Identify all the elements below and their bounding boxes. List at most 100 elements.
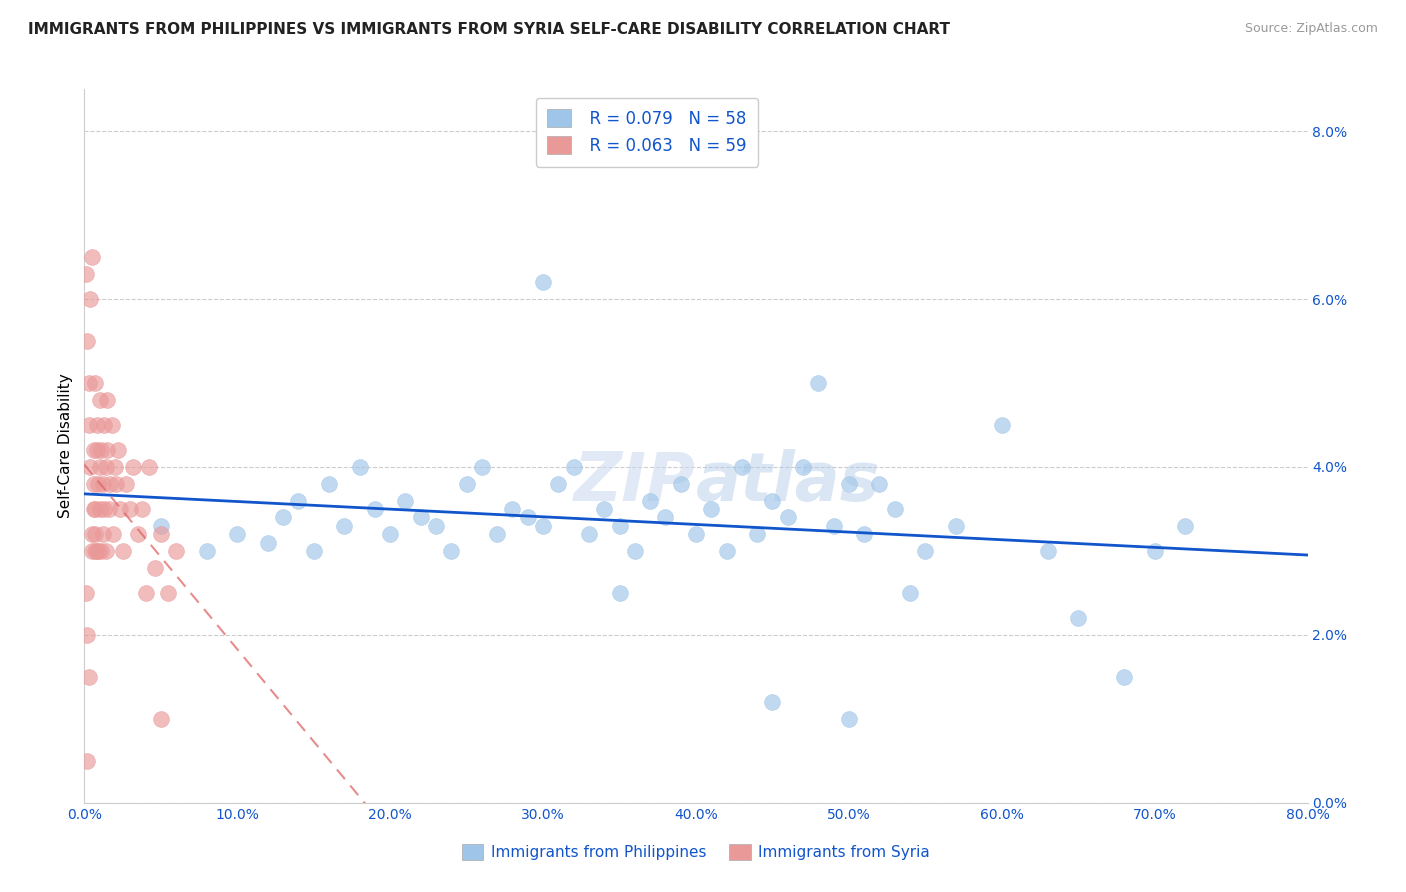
Text: IMMIGRANTS FROM PHILIPPINES VS IMMIGRANTS FROM SYRIA SELF-CARE DISABILITY CORREL: IMMIGRANTS FROM PHILIPPINES VS IMMIGRANT… [28, 22, 950, 37]
Point [101, 417, 124, 432]
Point [83, 443, 105, 458]
Point [83, 476, 105, 491]
Point [96, 392, 118, 407]
Point [440, 544, 463, 558]
Point [1143, 544, 1166, 558]
Point [349, 460, 371, 475]
Point [94, 460, 117, 475]
Point [76, 334, 98, 348]
Point [914, 544, 936, 558]
Point [105, 476, 128, 491]
Point [79, 460, 101, 475]
Point [135, 586, 157, 600]
Point [991, 417, 1014, 432]
Point [669, 476, 692, 491]
Point [89, 392, 111, 407]
Point [86, 417, 108, 432]
Point [76, 754, 98, 768]
Point [1036, 544, 1059, 558]
Text: Source: ZipAtlas.com: Source: ZipAtlas.com [1244, 22, 1378, 36]
Point [700, 502, 723, 516]
Point [853, 527, 876, 541]
Point [94, 544, 117, 558]
Point [578, 527, 600, 541]
Point [97, 502, 120, 516]
Point [318, 476, 340, 491]
Point [807, 376, 830, 390]
Text: ZIP: ZIP [574, 449, 696, 515]
Point [792, 460, 814, 475]
Point [302, 544, 325, 558]
Point [77, 417, 100, 432]
Point [624, 544, 647, 558]
Point [531, 275, 554, 289]
Point [87, 544, 110, 558]
Point [83, 502, 105, 516]
Point [883, 502, 905, 516]
Point [84, 376, 107, 390]
Point [609, 518, 631, 533]
Point [257, 535, 280, 549]
Point [731, 460, 754, 475]
Point [516, 510, 538, 524]
Point [114, 476, 136, 491]
Point [761, 695, 783, 709]
Point [333, 518, 356, 533]
Point [547, 476, 569, 491]
Point [149, 527, 172, 541]
Point [685, 527, 707, 541]
Point [776, 510, 799, 524]
Point [1067, 611, 1090, 625]
Point [195, 544, 218, 558]
Point [111, 544, 134, 558]
Point [425, 518, 447, 533]
Point [120, 502, 142, 516]
Point [80, 544, 103, 558]
Point [456, 476, 478, 491]
Point [226, 527, 249, 541]
Point [531, 518, 554, 533]
Point [1114, 670, 1136, 684]
Point [84, 502, 107, 516]
Point [76, 628, 98, 642]
Point [131, 502, 153, 516]
Point [107, 443, 129, 458]
Point [89, 460, 111, 475]
Point [471, 460, 494, 475]
Point [747, 527, 769, 541]
Point [502, 502, 524, 516]
Point [143, 560, 166, 574]
Point [108, 502, 131, 516]
Point [122, 460, 145, 475]
Point [86, 544, 108, 558]
Point [79, 292, 101, 306]
Point [823, 518, 845, 533]
Point [86, 443, 108, 458]
Point [1174, 518, 1197, 533]
Point [287, 493, 309, 508]
Point [138, 460, 160, 475]
Point [96, 443, 118, 458]
Point [609, 586, 631, 600]
Point [869, 476, 891, 491]
Point [409, 510, 432, 524]
Point [89, 502, 111, 516]
Point [93, 417, 115, 432]
Point [898, 586, 921, 600]
Y-axis label: Self-Care Disability: Self-Care Disability [58, 374, 73, 518]
Point [104, 460, 127, 475]
Legend: Immigrants from Philippines, Immigrants from Syria: Immigrants from Philippines, Immigrants … [456, 838, 936, 866]
Point [838, 712, 860, 726]
Point [364, 502, 387, 516]
Point [91, 476, 114, 491]
Point [394, 493, 416, 508]
Point [84, 544, 107, 558]
Point [638, 493, 661, 508]
Point [593, 502, 616, 516]
Point [716, 544, 738, 558]
Point [77, 670, 100, 684]
Point [654, 510, 676, 524]
Point [80, 527, 103, 541]
Point [91, 527, 114, 541]
Point [157, 586, 180, 600]
